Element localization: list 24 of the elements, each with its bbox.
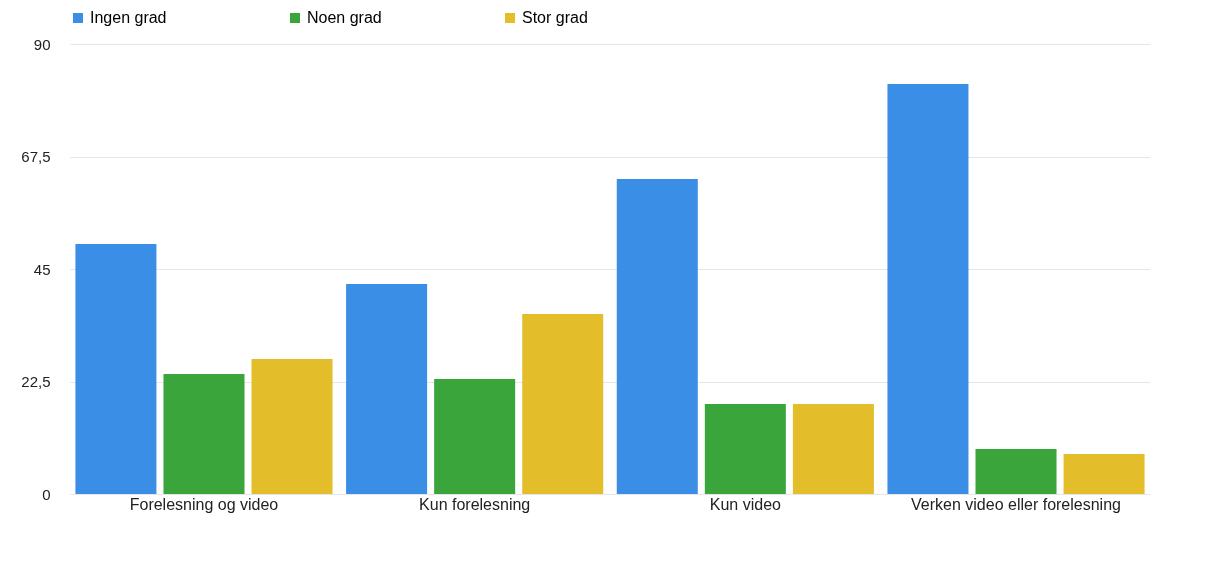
y-tick-label: 45 (33, 260, 51, 278)
bar (616, 179, 698, 494)
y-tick-label: 0 (42, 485, 51, 503)
bar (163, 374, 245, 494)
x-tick-label: Forelesning og video (129, 495, 279, 513)
legend-label: Noen grad (307, 9, 382, 26)
x-tick-label: Kun video (709, 495, 782, 513)
bar (251, 359, 333, 494)
bar (1063, 454, 1145, 494)
legend-label: Stor grad (522, 9, 588, 26)
x-tick-label: Verken video eller forelesning (911, 495, 1121, 513)
x-tick-label: Kun forelesning (419, 495, 531, 513)
bar (792, 404, 874, 494)
bar (434, 379, 516, 494)
bar (346, 284, 428, 494)
bar (704, 404, 786, 494)
legend-label: Ingen grad (90, 9, 167, 26)
bar (975, 449, 1057, 494)
y-tick-label: 90 (33, 35, 51, 53)
y-tick-label: 22,5 (21, 373, 51, 390)
bar (75, 244, 157, 494)
y-tick-label: 67,5 (21, 148, 51, 165)
bar (522, 314, 604, 494)
bar (887, 84, 969, 494)
